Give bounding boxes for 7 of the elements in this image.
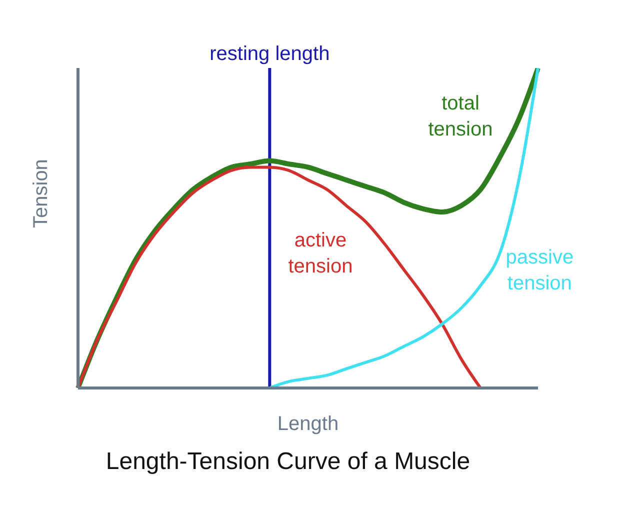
series-label: passive tension	[506, 246, 574, 295]
text: resting length	[210, 43, 330, 65]
text: Length-Tension Curve of a Muscle	[104, 448, 472, 476]
x-axis-title: Length	[277, 413, 339, 435]
y-axis-title: Tension	[30, 159, 52, 228]
series-label: active tension	[288, 230, 353, 278]
series-label: total tension	[428, 92, 493, 141]
